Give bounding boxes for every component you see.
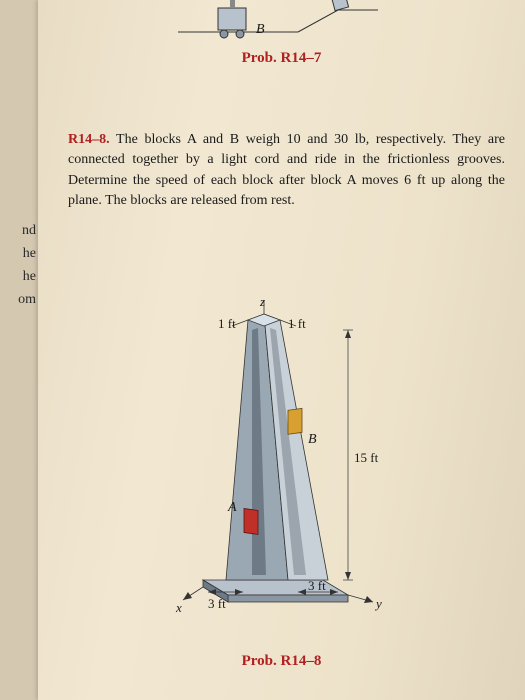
problem-number: R14–8.: [68, 132, 110, 147]
margin-line: nd: [0, 220, 36, 241]
caption-top: Prob. R14–7: [38, 50, 525, 67]
axis-x: x: [176, 600, 182, 616]
dim-3ft-left: 3 ft: [208, 596, 226, 612]
label-A: A: [228, 500, 237, 516]
figure-r14-8: z 1 ft 1 ft A B 15 ft 3 ft 3 ft x y: [148, 300, 408, 640]
top-figure-fragment: B: [178, 0, 378, 40]
label-B: B: [308, 432, 317, 448]
dim-3ft-right: 3 ft: [308, 578, 326, 594]
textbook-page: B Prob. R14–7 R14–8. The blocks A and B …: [38, 0, 525, 700]
dim-1ft-right: 1 ft: [288, 316, 306, 332]
dim-1ft-left: 1 ft: [218, 316, 236, 332]
axis-y: y: [376, 596, 382, 612]
top-label-B: B: [256, 22, 265, 38]
caption-bottom: Prob. R14–8: [38, 653, 525, 670]
margin-line: he: [0, 243, 36, 264]
margin-line: he: [0, 266, 36, 287]
margin-line: om: [0, 289, 36, 310]
axis-z: z: [260, 294, 265, 310]
dim-15ft: 15 ft: [354, 450, 378, 466]
margin-cut-text: nd he he om: [0, 220, 38, 312]
problem-body: The blocks A and B weigh 10 and 30 lb, r…: [68, 132, 505, 208]
problem-statement: R14–8. The blocks A and B weigh 10 and 3…: [68, 130, 505, 211]
top-figure-svg: [178, 0, 378, 40]
